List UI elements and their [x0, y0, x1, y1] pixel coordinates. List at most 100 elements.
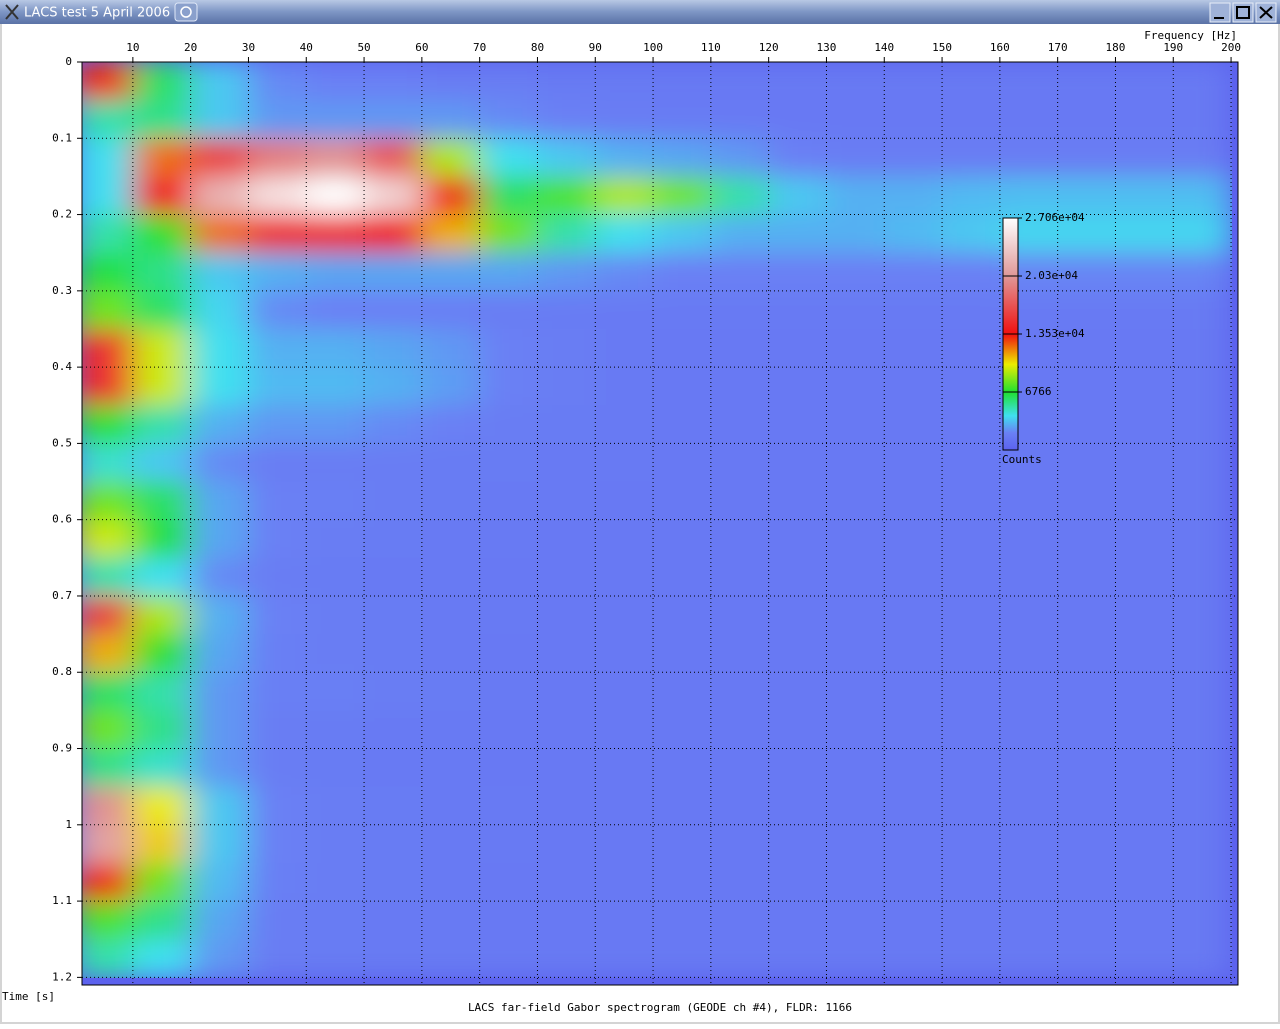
heatmap-cell [999, 901, 1059, 940]
heatmap-cell [710, 595, 770, 635]
heatmap-cell [537, 557, 596, 597]
x-tick-label: 30 [242, 41, 255, 54]
heatmap-cell [1057, 862, 1116, 902]
heatmap-cell [82, 939, 134, 978]
heatmap-cell [132, 519, 192, 559]
heatmap-cell [537, 176, 596, 216]
x-tick-label: 60 [415, 41, 428, 54]
y-tick-label: 0.9 [52, 742, 72, 755]
heatmap-cell [190, 100, 249, 139]
heatmap-cell [595, 138, 654, 177]
heatmap-cell [768, 367, 827, 406]
heatmap-cell [306, 214, 365, 254]
heatmap-cell [479, 786, 538, 826]
heatmap-cell [306, 939, 365, 978]
heatmap-cell [306, 901, 365, 940]
heatmap-cell [826, 786, 885, 826]
heatmap-cell [132, 939, 192, 978]
heatmap-cell [479, 214, 538, 254]
heatmap-cell [768, 328, 827, 368]
heatmap-cell [248, 824, 307, 864]
heatmap-cell [942, 824, 1001, 864]
heatmap-cell [248, 252, 307, 292]
heatmap-cell [190, 481, 249, 521]
heatmap-cell [364, 710, 423, 750]
heatmap-cell [1115, 862, 1174, 902]
app-icon[interactable] [174, 2, 198, 22]
heatmap-cell [942, 786, 1001, 826]
heatmap-cell [364, 672, 423, 711]
y-tick-label: 0.5 [52, 436, 72, 449]
heatmap-cell [364, 939, 423, 978]
heatmap-cell [132, 481, 192, 521]
heatmap-cell [364, 100, 423, 139]
heatmap-cell [1115, 595, 1174, 635]
x-tick-label: 140 [874, 41, 894, 54]
heatmap-cell [826, 138, 885, 177]
heatmap-cell [768, 62, 827, 101]
heatmap-cell [710, 443, 770, 483]
colorbar-label: Counts [1002, 453, 1042, 466]
heatmap-cell [942, 710, 1001, 750]
colorbar-tick-label: 6766 [1025, 385, 1052, 398]
heatmap-cell [884, 328, 943, 368]
x-tick-label: 120 [759, 41, 779, 54]
heatmap-cell [537, 328, 596, 368]
heatmap-cell [248, 634, 307, 673]
heatmap-cell [537, 901, 596, 940]
heatmap-cell [1173, 519, 1232, 559]
x-tick-label: 20 [184, 41, 197, 54]
y-tick-label: 0.8 [52, 665, 72, 678]
heatmap-cell [826, 634, 885, 673]
close-button[interactable] [1255, 2, 1277, 23]
heatmap-cell [306, 824, 365, 864]
heatmap-cell [1173, 138, 1232, 177]
heatmap-cell [653, 557, 712, 597]
heatmap-cell [537, 290, 596, 330]
heatmap-cell [190, 748, 249, 788]
heatmap-cell [537, 672, 596, 711]
heatmap-cell [768, 824, 827, 864]
heatmap-cell [653, 595, 712, 635]
heatmap-cell [1115, 328, 1174, 368]
heatmap-cell [653, 100, 712, 139]
heatmap-cell [1115, 824, 1174, 864]
heatmap-cell [537, 862, 596, 902]
heatmap-cell [710, 748, 770, 788]
heatmap-cell [132, 443, 192, 483]
x-tick-label: 100 [643, 41, 663, 54]
x-tick-label: 90 [589, 41, 602, 54]
heatmap-cell [595, 748, 654, 788]
heatmap-cell [364, 252, 423, 292]
heatmap-cell [132, 328, 192, 368]
heatmap-cell [82, 824, 134, 864]
heatmap-cell [364, 901, 423, 940]
heatmap-cell [1115, 443, 1174, 483]
heatmap-cell [248, 786, 307, 826]
heatmap-cell [1115, 901, 1174, 940]
heatmap-cell [884, 901, 943, 940]
heatmap-cell [421, 138, 481, 177]
heatmap-cell [306, 862, 365, 902]
minimize-button[interactable] [1209, 2, 1231, 23]
heatmap-cell [364, 138, 423, 177]
heatmap-cell [595, 672, 654, 711]
heatmap-cell [595, 100, 654, 139]
heatmap-cell [479, 252, 538, 292]
heatmap-cell [537, 634, 596, 673]
heatmap-cell [132, 748, 192, 788]
heatmap-cell [248, 290, 307, 330]
heatmap-cell [826, 481, 885, 521]
heatmap-cell [82, 672, 134, 711]
heatmap [82, 62, 1232, 978]
heatmap-cell [479, 176, 538, 216]
heatmap-cell [942, 176, 1001, 216]
heatmap-cell [999, 595, 1059, 635]
heatmap-cell [421, 328, 481, 368]
heatmap-cell [595, 214, 654, 254]
heatmap-cell [1057, 634, 1116, 673]
maximize-button[interactable] [1232, 2, 1254, 23]
heatmap-cell [710, 176, 770, 216]
heatmap-cell [595, 824, 654, 864]
heatmap-cell [999, 519, 1059, 559]
